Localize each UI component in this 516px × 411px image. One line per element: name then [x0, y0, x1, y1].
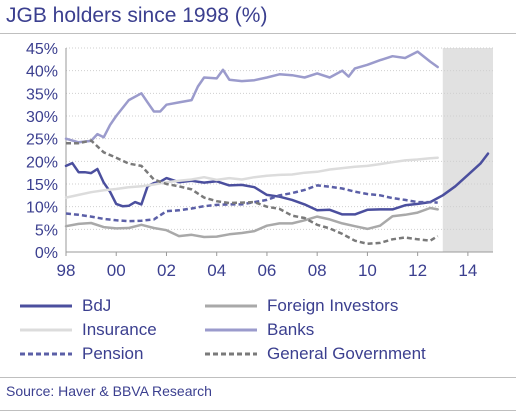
series-line-foreign-investors	[64, 206, 439, 239]
series-line-banks	[64, 50, 439, 144]
top-rule	[0, 33, 516, 34]
legend-item-foreign-investors: Foreign Investors	[205, 294, 398, 318]
x-tick-label: 06	[257, 261, 276, 280]
legend-item-pension: Pension	[20, 342, 143, 366]
legend-swatch-banks	[205, 328, 257, 332]
legend-item-bdj: BdJ	[20, 294, 111, 318]
y-tick-label: 10%	[26, 200, 58, 217]
line-chart: 0% 5% 10% 15% 20% 25% 30% 35% 40% 45% 98 00 02 04 06 08…	[26, 41, 493, 280]
y-tick-label: 30%	[26, 109, 58, 126]
legend-label-foreign-investors: Foreign Investors	[267, 296, 399, 315]
x-tick-label: 00	[107, 261, 126, 280]
chart-title: JGB holders since 1998 (%)	[6, 4, 268, 27]
projection-shading	[442, 48, 493, 252]
series-line-bdj	[64, 152, 490, 216]
bottom-rule	[0, 377, 516, 378]
series-line-general-government	[66, 139, 439, 246]
y-tick-label: 35%	[26, 86, 58, 103]
legend-label-pension: Pension	[82, 344, 144, 363]
x-tick-label: 04	[207, 261, 226, 280]
x-tick-label: 10	[358, 261, 377, 280]
y-tick-label: 15%	[26, 177, 58, 194]
legend-item-banks: Banks	[205, 318, 314, 342]
x-tick-label: 02	[157, 261, 176, 280]
series-line-pension	[65, 184, 438, 223]
legend-item-insurance: Insurance	[20, 318, 157, 342]
legend-label-general-government: General Government	[267, 344, 426, 363]
legend-swatch-foreign-investors	[205, 304, 257, 308]
legend-label-insurance: Insurance	[82, 320, 157, 339]
y-tick-label: 5%	[35, 222, 58, 239]
x-tick-label: 98	[57, 261, 76, 280]
legend-swatch-pension	[20, 352, 72, 356]
y-tick-label: 45%	[26, 41, 58, 58]
x-tick-label: 14	[458, 261, 477, 280]
legend-item-general-government: General Government	[205, 342, 426, 366]
legend: BdJ Foreign Investors Insurance Banks Pe…	[0, 286, 516, 376]
y-tick-label: 0%	[35, 245, 58, 262]
series-line-insurance	[64, 156, 439, 199]
legend-label-bdj: BdJ	[82, 296, 112, 315]
y-tick-label: 20%	[26, 154, 58, 171]
y-tick-label: 25%	[26, 132, 58, 149]
x-tick-label: 12	[408, 261, 427, 280]
y-tick-label: 40%	[26, 64, 58, 81]
x-tick-label: 08	[308, 261, 327, 280]
legend-swatch-insurance	[20, 328, 72, 332]
source-note: Source: Haver & BBVA Research	[6, 383, 212, 399]
legend-label-banks: Banks	[267, 320, 315, 339]
legend-swatch-bdj	[20, 304, 72, 308]
legend-swatch-general-government	[205, 352, 257, 356]
